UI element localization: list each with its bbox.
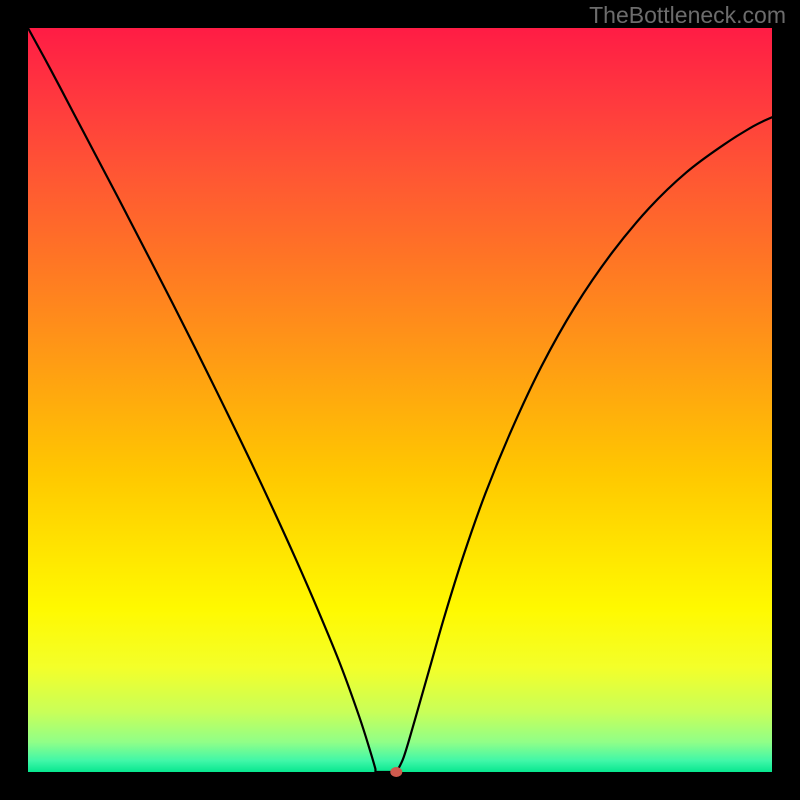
plot-background bbox=[28, 28, 772, 772]
chart-container: TheBottleneck.com bbox=[0, 0, 800, 800]
watermark-text: TheBottleneck.com bbox=[589, 2, 786, 29]
minimum-marker bbox=[390, 767, 402, 777]
bottleneck-chart bbox=[0, 0, 800, 800]
